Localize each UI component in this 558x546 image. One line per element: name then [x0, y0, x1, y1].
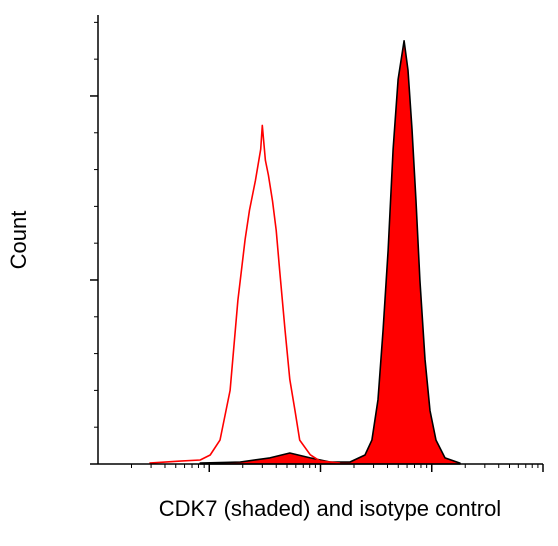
x-axis-label: CDK7 (shaded) and isotype control — [159, 496, 501, 521]
y-axis-label: Count — [6, 211, 31, 270]
control-histogram — [149, 124, 341, 464]
shaded-histogram — [199, 40, 461, 465]
